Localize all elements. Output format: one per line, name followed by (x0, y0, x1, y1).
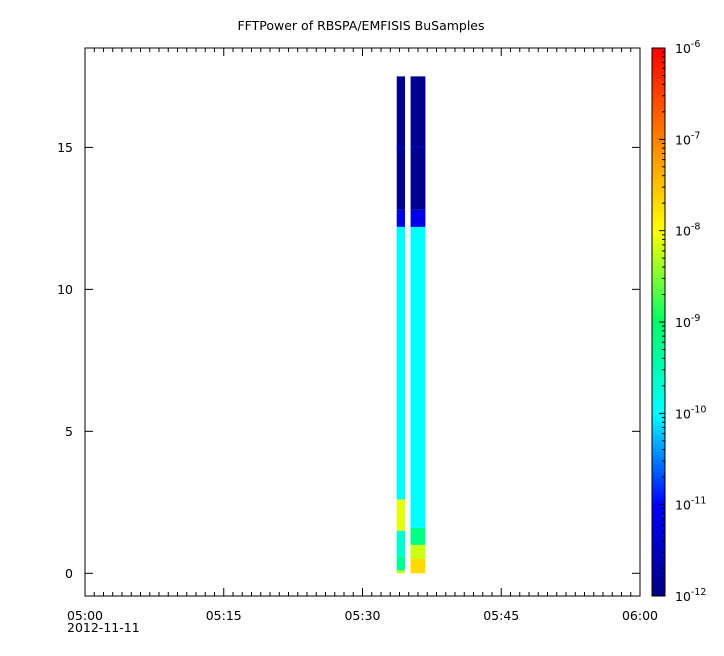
x-tick-label: 05:15 (206, 608, 242, 623)
x-tick-label: 05:30 (344, 608, 380, 623)
y-tick-label: 0 (65, 566, 73, 581)
colorbar-tick-label: 10-12 (675, 587, 706, 604)
y-axis: 0 5 10 15 (57, 140, 640, 581)
colorbar-tick-label: 10-8 (675, 222, 700, 239)
colorbar-tick-label: 10-6 (675, 39, 700, 56)
plot-area (85, 48, 640, 596)
heatmap-cell (410, 209, 426, 227)
heatmap-cell (396, 530, 406, 557)
x-tick-label: 05:00 (67, 608, 103, 623)
colorbar-axis: 10-12 10-11 10-10 10-9 10-8 10-7 10-6 (659, 39, 706, 604)
heatmap-cell (396, 570, 406, 574)
colorbar-tick-label: 10-7 (675, 130, 700, 147)
heatmap-cell (396, 499, 406, 531)
x-tick-label: 06:00 (622, 608, 658, 623)
heatmap-cell (396, 556, 406, 571)
x-axis: 05:00 05:15 05:30 05:45 06:00 (67, 48, 658, 623)
colorbar-tick-label: 10-9 (675, 313, 700, 330)
y-tick-label: 15 (57, 140, 73, 155)
x-tick-label: 05:45 (483, 608, 519, 623)
heatmap-cells (396, 76, 426, 574)
heatmap-cell (396, 209, 406, 227)
heatmap-cell (410, 527, 426, 545)
heatmap-cell (410, 226, 426, 528)
y-tick-label: 10 (57, 282, 73, 297)
x-axis-date-label: 2012-11-11 (67, 620, 140, 635)
heatmap-cell (410, 559, 426, 574)
colorbar-tick-label: 10-10 (675, 404, 706, 421)
heatmap-cell (396, 226, 406, 500)
y-tick-label: 5 (65, 424, 73, 439)
heatmap-cell (410, 76, 426, 210)
heatmap-cell (410, 544, 426, 560)
chart-title: FFTPower of RBSPA/EMFISIS BuSamples (237, 18, 484, 33)
heatmap-cell (396, 76, 406, 210)
colorbar-tick-label: 10-11 (675, 496, 706, 513)
